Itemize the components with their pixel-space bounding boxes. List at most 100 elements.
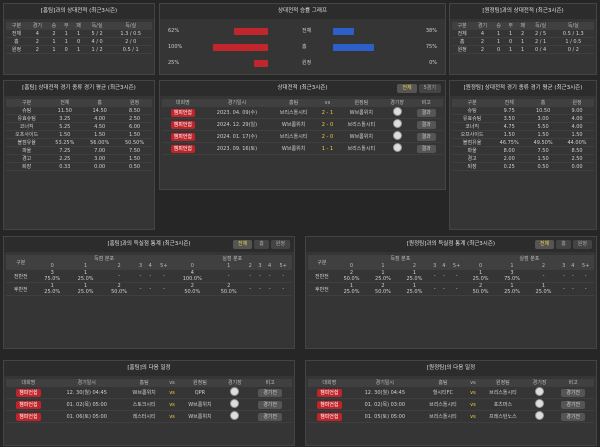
stadium-icon xyxy=(535,399,545,408)
table-row: 챔피언쉽 12. 30(월) 04:45 W브롬위치 vs QPR 경기전 xyxy=(6,386,292,399)
table-cell: 0.5 / 1 xyxy=(109,45,152,54)
bin-header: 5+ xyxy=(155,262,173,270)
tab[interactable]: 원정 xyxy=(572,240,592,249)
result-button[interactable]: 결과 xyxy=(416,145,436,153)
tab[interactable]: 홈 xyxy=(556,240,571,249)
header-cell: 홈팀 xyxy=(270,99,317,107)
table-cell: vs xyxy=(165,386,179,399)
stadium-icon xyxy=(230,399,240,408)
tab[interactable]: 홈 xyxy=(254,240,269,249)
table-cell: 경고 xyxy=(6,154,48,163)
stadium-icon xyxy=(392,143,402,152)
table-cell: - xyxy=(439,269,449,283)
table-cell: - xyxy=(577,269,594,283)
result-button[interactable]: 결과 xyxy=(416,121,436,129)
bin-header: 4 xyxy=(264,262,275,270)
result-button[interactable]: 결과 xyxy=(416,133,436,141)
table: 구분 경기 승 무 패 득/실 득/실 전체 4 2 1 1 5 / 2 1.3 / 0.5 홈 2 1 1 0 4 … xyxy=(6,22,152,54)
tab[interactable]: 전체 xyxy=(534,240,555,249)
table: 대회명 경기일시 홈팀 vs 원정팀 경기장 비고 챔피언쉽 12. 30(월) 04:45 헐시… xyxy=(308,379,594,423)
header-cell: 경기장 xyxy=(221,379,249,387)
table-cell: 1 25.0% xyxy=(68,269,103,283)
stadium-cell xyxy=(384,130,410,143)
tabs: 전체 홈 원정 xyxy=(232,240,290,249)
percent: 25.0% xyxy=(406,276,423,282)
table-cell: 9.75 xyxy=(492,106,527,115)
header-cell: 경기장 xyxy=(384,99,410,107)
stadium-icon xyxy=(392,119,402,128)
header-cell: 득/실 xyxy=(109,22,152,30)
score: 2 - 1 xyxy=(321,109,334,116)
table-cell: 56.00% xyxy=(82,138,118,147)
table-cell: 챔피언쉽 xyxy=(162,106,204,119)
table-cell: 헐시티FC xyxy=(419,386,467,399)
table-cell: 결과 xyxy=(409,130,443,143)
table-cell: 2 50.0% xyxy=(335,269,368,283)
league-badge: 챔피언쉽 xyxy=(170,109,195,117)
group-header: 구분 xyxy=(6,255,36,270)
result-button[interactable]: 결과 xyxy=(416,109,436,117)
league-badge: 챔피언쉽 xyxy=(317,413,342,421)
stadium-icon xyxy=(535,387,545,396)
stadium-cell xyxy=(221,386,249,399)
stadium-icon xyxy=(392,131,402,140)
result-button[interactable]: 경기전 xyxy=(258,401,282,409)
header-cell: 경기장 xyxy=(526,379,553,387)
bin-header: 1 xyxy=(211,262,246,270)
table-cell: 2 - 0 xyxy=(316,118,338,131)
table-row: 전체 4 1 1 2 2 / 5 0.5 / 1.3 xyxy=(452,29,594,38)
table-cell: 오프사이드 xyxy=(6,130,48,139)
count: 1 xyxy=(84,283,88,289)
table-cell: 8.50 xyxy=(560,146,594,155)
result-button[interactable]: 경기전 xyxy=(561,389,586,397)
percent: 50.0% xyxy=(472,289,489,295)
tab[interactable]: 5경기 xyxy=(418,84,441,93)
table-cell: 4 xyxy=(472,29,493,38)
result-button[interactable]: 경기전 xyxy=(258,413,282,421)
table-cell: - xyxy=(527,269,560,283)
table-cell: 0 / 4 xyxy=(528,45,553,54)
table-cell: - xyxy=(577,282,594,296)
result-button[interactable]: 경기전 xyxy=(258,389,282,397)
table-cell: 0 xyxy=(72,37,85,46)
table-cell: 1 xyxy=(516,45,529,54)
panel-title: [원정팀]의 다음 일정 xyxy=(306,361,596,376)
table-cell: 10.50 xyxy=(526,106,561,115)
table-cell: 2024. 01. 17(수) xyxy=(203,130,271,143)
table-cell: - xyxy=(155,269,173,283)
table-cell: 챔피언쉽 xyxy=(162,142,204,155)
table-cell: 1 xyxy=(492,37,505,46)
table-cell: - xyxy=(439,282,449,296)
bin-header: 3 xyxy=(430,262,440,270)
header-row: 구분 득점 분포 실점 분포 xyxy=(308,255,594,270)
panel-title: [원정팀]과의 득실점 통계 (최근3시즌) xyxy=(306,237,596,252)
table-cell: QPR xyxy=(178,386,222,399)
score: 2 - 0 xyxy=(321,121,334,128)
tab[interactable]: 원정 xyxy=(270,240,290,249)
table-cell: 46.75% xyxy=(492,138,527,147)
table-cell: 9.00 xyxy=(560,106,594,115)
table: 대회명 경기일시 홈팀 vs 원정팀 경기장 비고 챔피언쉽 2023. 04. 09(수) 브리… xyxy=(162,99,443,155)
bin-header: 4 xyxy=(145,262,156,270)
tab[interactable]: 전체 xyxy=(397,84,417,93)
table-cell: 0.5 / 1.3 xyxy=(552,29,594,38)
count: 2 xyxy=(117,283,121,289)
percent: 50.0% xyxy=(111,289,127,295)
right-rate: 75% xyxy=(425,44,437,50)
right-rate: 38% xyxy=(425,28,437,34)
result-button[interactable]: 경기전 xyxy=(561,401,586,409)
table-cell: 경기전 xyxy=(248,386,292,399)
table-cell: 3.00 xyxy=(526,114,561,123)
table-cell: 1.50 xyxy=(47,130,83,139)
result-button[interactable]: 경기전 xyxy=(561,413,586,421)
table-cell: 2 xyxy=(47,29,61,38)
right-bar xyxy=(333,28,354,35)
tab[interactable]: 전체 xyxy=(232,240,253,249)
table-cell: 볼점유율 xyxy=(452,138,493,147)
table-row: 챔피언쉽 01. 02(목) 05:00 스토크시티 vs W브롬위치 경기전 xyxy=(6,398,292,411)
table-cell: 49.50% xyxy=(526,138,561,147)
table-row: 전반전 3 75.0% 1 25.0% - - - -4 100.0% - - - - - xyxy=(6,269,292,283)
table-cell: 0 xyxy=(60,45,73,54)
percent: 50.0% xyxy=(375,289,391,295)
